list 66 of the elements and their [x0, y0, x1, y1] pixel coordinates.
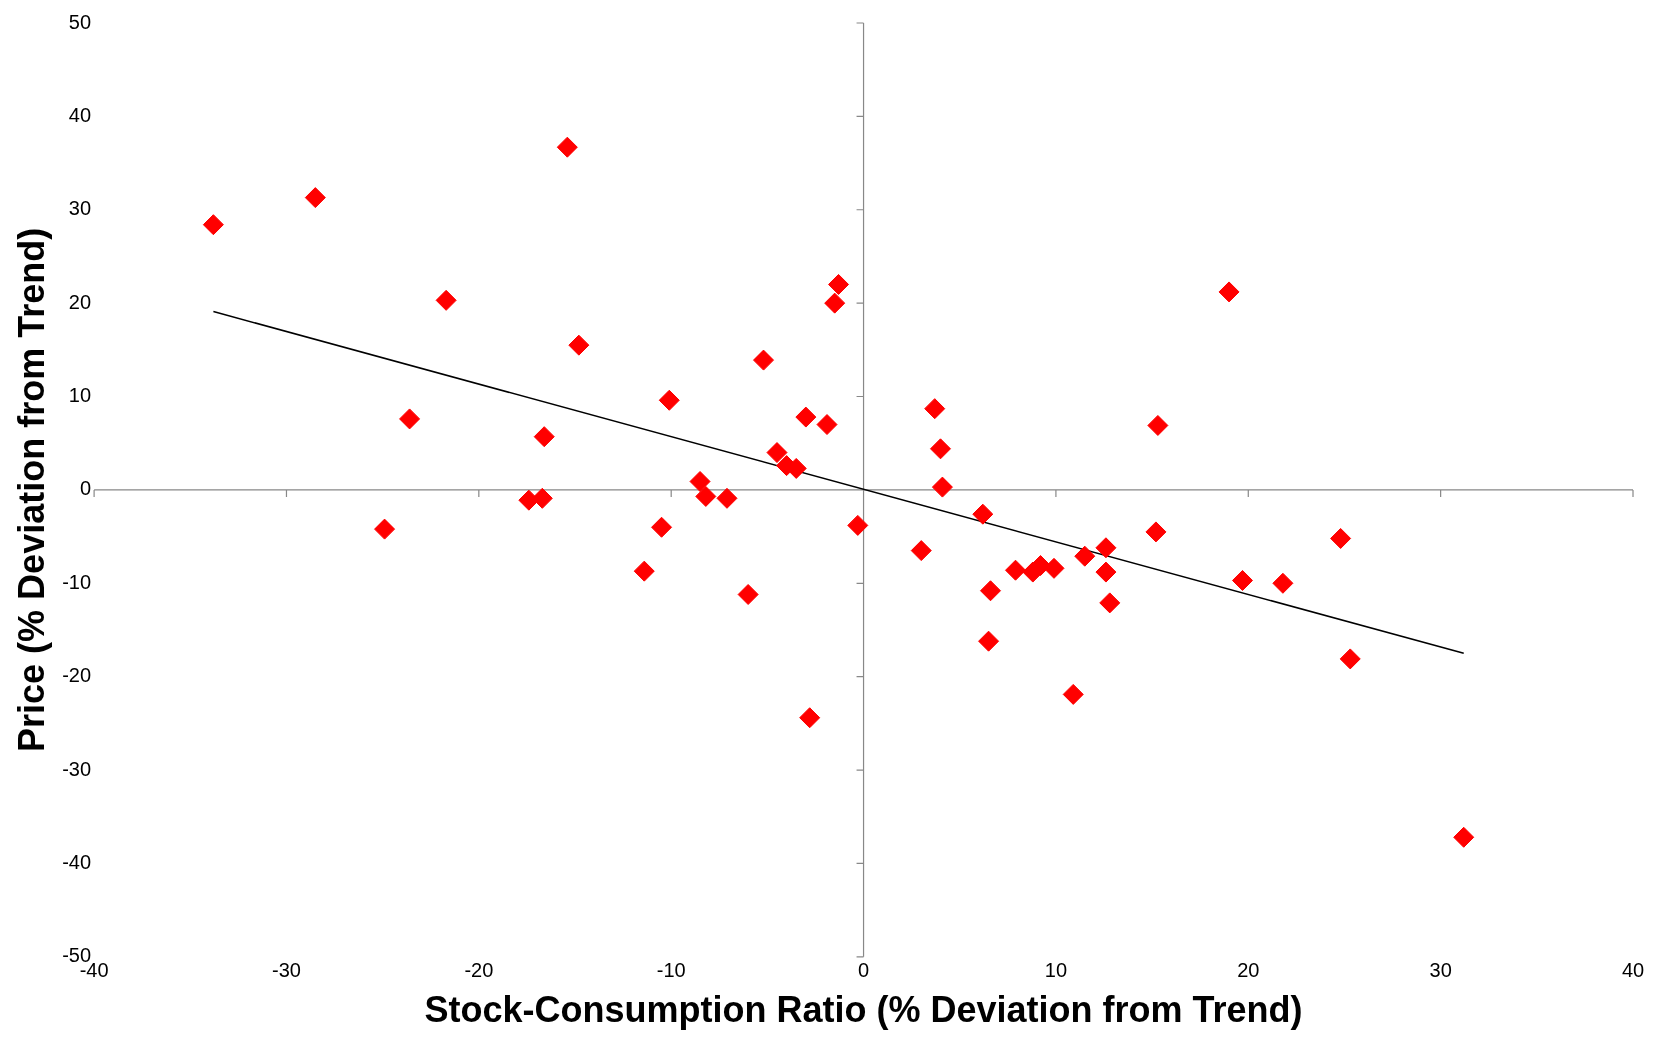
point [1095, 561, 1117, 583]
x-tick-label: 20 [1237, 959, 1260, 982]
point [828, 273, 850, 295]
y-tick-label: 10 [68, 384, 92, 407]
point [1145, 521, 1167, 543]
y-tick-label: 50 [68, 10, 92, 33]
point [799, 707, 821, 729]
point [1005, 559, 1027, 581]
point [795, 406, 817, 428]
point [533, 426, 555, 448]
point [1272, 572, 1294, 594]
point [1330, 527, 1352, 549]
point [931, 476, 953, 498]
point [1218, 281, 1240, 303]
point [1339, 648, 1361, 670]
x-tick-label: 30 [1429, 959, 1452, 982]
y-tick-label: 20 [68, 290, 92, 313]
point [374, 518, 396, 540]
point [202, 214, 224, 236]
point [1232, 569, 1254, 591]
point [1453, 826, 1475, 848]
x-tick-label: 0 [857, 959, 870, 982]
point [1099, 592, 1121, 614]
x-tick-label: 10 [1044, 959, 1068, 982]
point [651, 516, 673, 538]
x-tick-label: -20 [464, 959, 494, 982]
point [816, 414, 838, 436]
x-tick-label: 40 [1621, 959, 1645, 982]
point [753, 349, 775, 371]
x-axis-title: Stock-Consumption Ratio (% Deviation from Trend) [424, 989, 1303, 1031]
point [568, 334, 590, 356]
y-axis-title: Price (% Deviation from Trend) [10, 227, 52, 752]
point [980, 580, 1002, 602]
point [978, 630, 1000, 652]
point [1095, 537, 1117, 559]
x-tick-label: -30 [272, 959, 301, 982]
point [695, 485, 717, 507]
point [556, 136, 578, 158]
point [531, 487, 553, 509]
point [1043, 557, 1065, 579]
point [910, 540, 932, 562]
point [435, 289, 457, 311]
y-tick-label: -40 [62, 850, 92, 873]
y-tick-label: 40 [68, 103, 92, 126]
y-tick-label: 30 [68, 197, 92, 220]
point [1074, 545, 1096, 567]
point [399, 408, 421, 430]
point [689, 471, 711, 492]
x-tick-label: -10 [656, 959, 686, 982]
point [737, 583, 759, 605]
point [924, 398, 946, 420]
y-tick-label: 0 [79, 477, 92, 500]
point [1147, 414, 1169, 436]
point [824, 292, 846, 314]
point [766, 442, 788, 464]
point [633, 560, 655, 582]
point [930, 438, 951, 460]
point [1062, 683, 1084, 705]
y-tick-label: -10 [62, 570, 92, 593]
y-tick-label: -30 [62, 757, 92, 780]
point [847, 514, 869, 536]
point [304, 187, 326, 209]
point [658, 389, 680, 411]
point [972, 503, 994, 525]
y-tick-label: -20 [62, 664, 92, 687]
point [716, 487, 738, 509]
